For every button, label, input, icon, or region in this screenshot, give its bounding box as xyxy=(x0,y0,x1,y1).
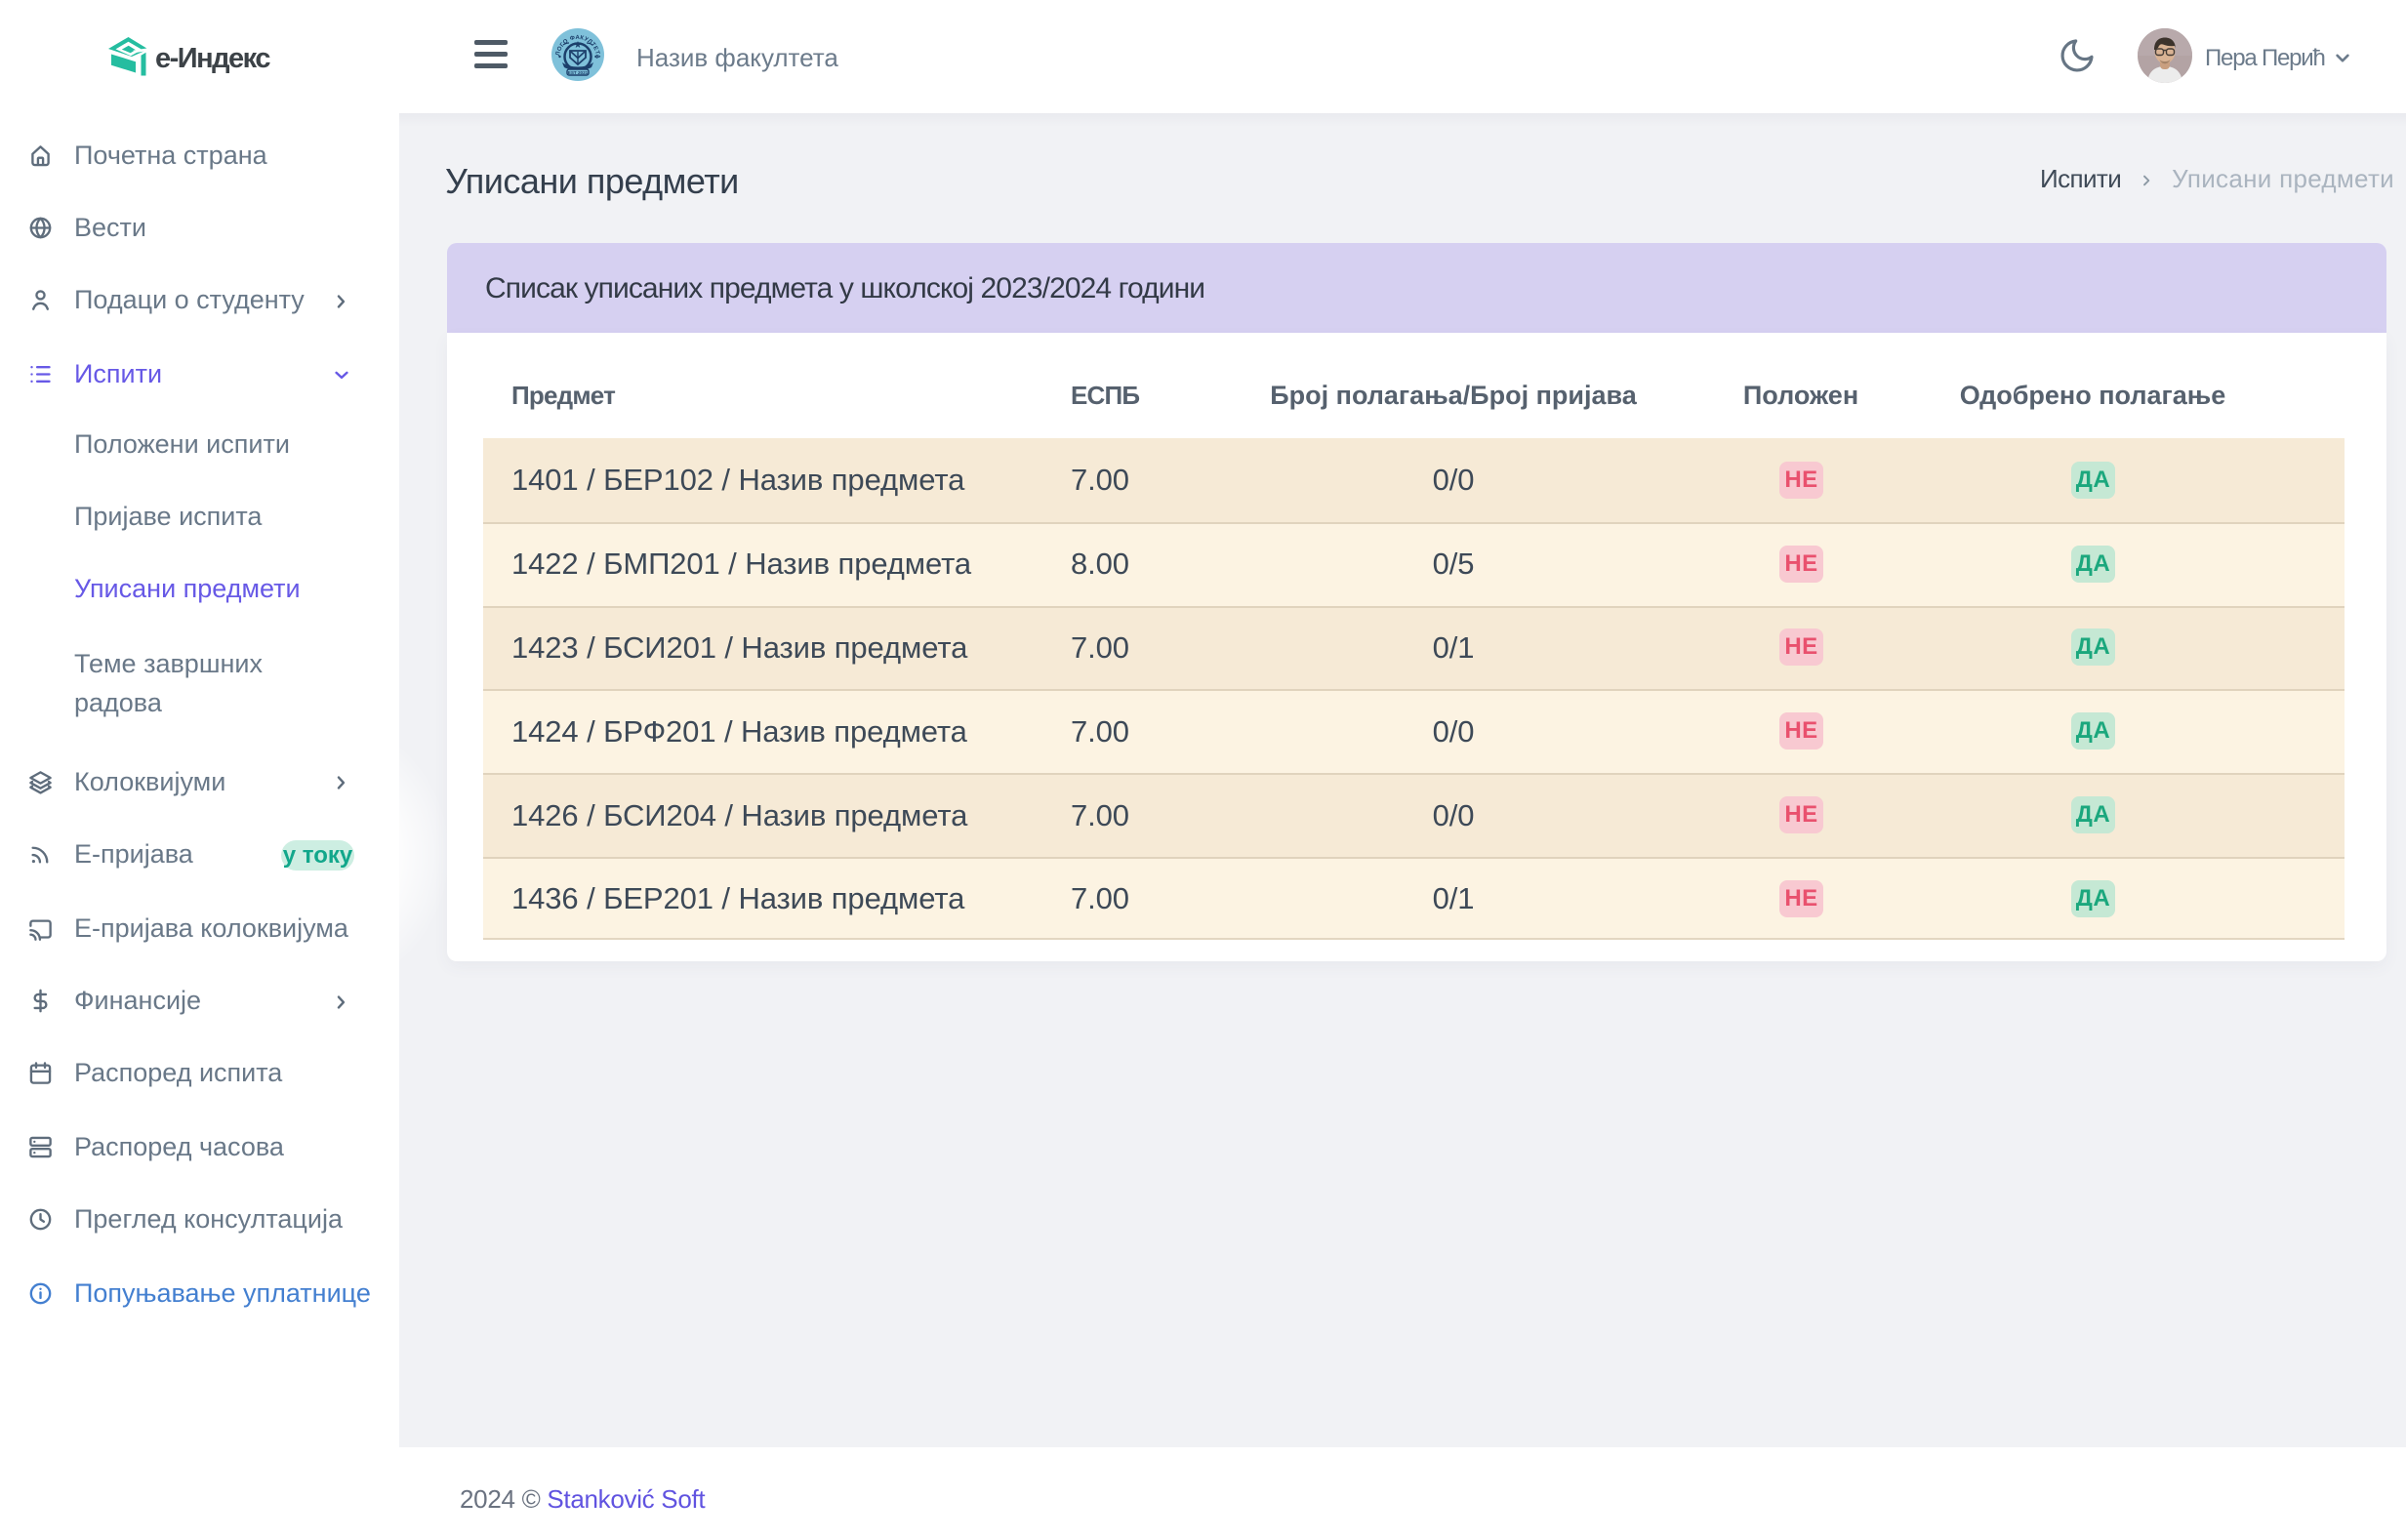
svg-text:EST 2021: EST 2021 xyxy=(568,70,589,75)
